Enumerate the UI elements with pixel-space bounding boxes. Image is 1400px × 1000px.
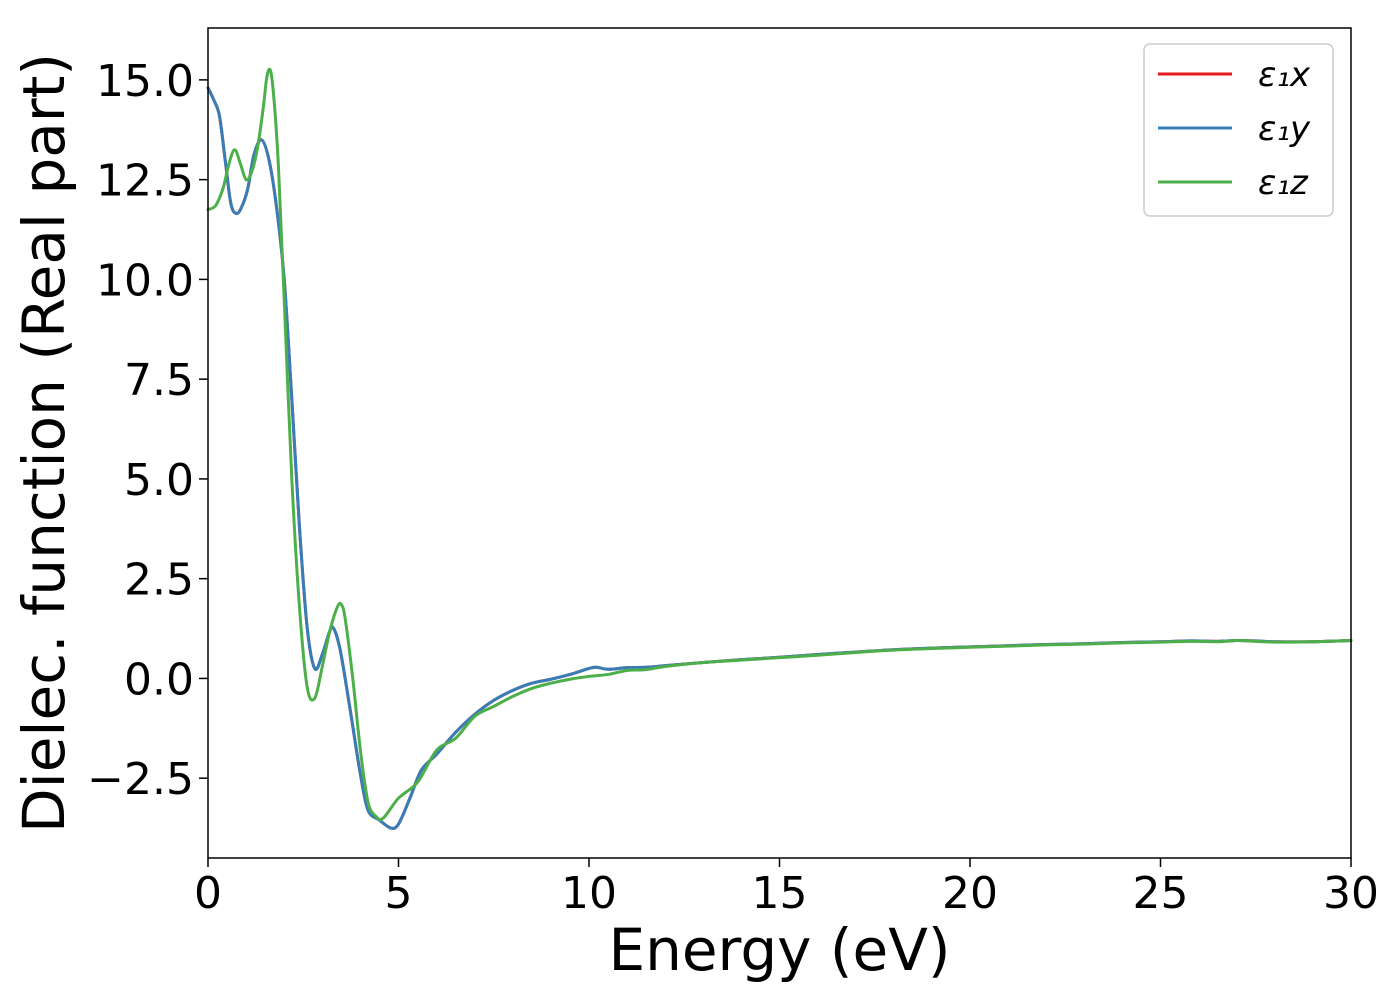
y-axis: −2.5 0.0 2.5 5.0 7.5 10.0 12.5 15.0 [87,56,208,805]
x-tick-label: 25 [1133,868,1189,919]
x-tick-label: 10 [561,868,617,919]
x-tick-label: 5 [385,868,413,919]
legend-label-1: ε₁x [1258,55,1311,95]
y-tick-label: 15.0 [96,56,194,107]
series-layer [206,67,1353,830]
x-tick-label: 0 [194,868,222,919]
legend: ε₁x ε₁y ε₁z [1143,43,1334,217]
legend-label-3: ε₁z [1258,163,1309,203]
x-tick-label: 15 [752,868,808,919]
y-tick-label: 0.0 [124,654,194,705]
x-tick-label: 30 [1323,868,1379,919]
y-tick-label: 5.0 [124,455,194,506]
y-tick-label: 7.5 [124,355,194,406]
legend-box [1143,43,1334,217]
x-tick-label: 20 [942,868,998,919]
y-tick-label: 10.0 [96,255,194,306]
x-axis: 0 5 10 15 20 25 30 [194,858,1379,919]
x-axis-label: Energy (eV) [608,916,950,984]
series-line-3 [206,67,1353,821]
legend-label-2: ε₁y [1258,109,1311,149]
y-tick-label: 2.5 [124,555,194,606]
y-axis-label: Dielec. function (Real part) [10,53,78,833]
y-tick-label: −2.5 [87,754,194,805]
y-tick-label: 12.5 [96,156,194,207]
